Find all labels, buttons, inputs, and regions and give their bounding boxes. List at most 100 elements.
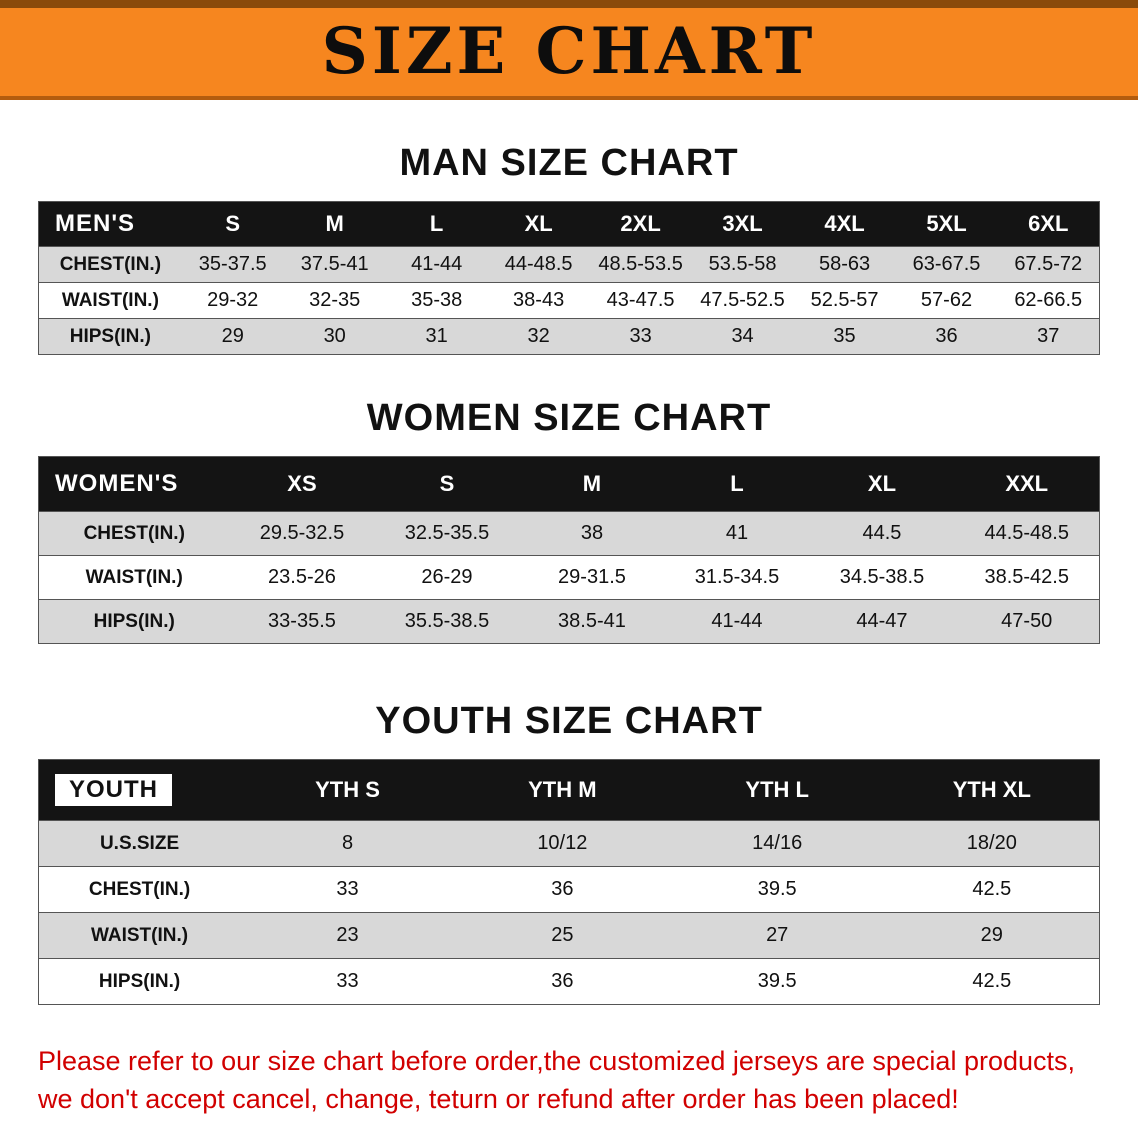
size-column-header: XL — [487, 201, 590, 247]
table-title-cell: WOMEN'S — [38, 456, 230, 512]
youth-size-table: YOUTH YTH S YTH M YTH L YTH XL U.S.SIZE 8 10/12… — [38, 759, 1100, 1005]
size-value-cell: 42.5 — [884, 866, 1100, 913]
size-value-cell: 67.5-72 — [997, 246, 1100, 283]
size-value-cell: 33-35.5 — [229, 599, 375, 644]
size-value-cell: 39.5 — [669, 958, 885, 1005]
measurement-row: CHEST(IN.) 29.5-32.5 32.5-35.5 38 41 44.5 44.5… — [38, 511, 1100, 556]
size-value-cell: 47.5-52.5 — [691, 282, 794, 319]
size-value-cell: 44.5-48.5 — [954, 511, 1100, 556]
youth-size-chart-heading: YOUTH SIZE CHART — [375, 700, 763, 742]
size-column-header: XS — [229, 456, 375, 512]
size-value-cell: 41 — [664, 511, 810, 556]
size-value-cell: 32 — [487, 318, 590, 355]
size-value-cell: 35.5-38.5 — [374, 599, 520, 644]
size-column-header: XXL — [954, 456, 1100, 512]
size-value-cell: 33 — [240, 866, 455, 913]
size-value-cell: 29-32 — [181, 282, 284, 319]
size-value-cell: 35-38 — [385, 282, 488, 319]
disclaimer-text: Please refer to our size chart before or… — [38, 1043, 1120, 1119]
size-column-header: YTH S — [240, 759, 455, 821]
size-column-header: 3XL — [691, 201, 794, 247]
size-value-cell: 33 — [240, 958, 455, 1005]
size-column-header: 6XL — [997, 201, 1100, 247]
size-value-cell: 34.5-38.5 — [809, 555, 955, 600]
size-value-cell: 53.5-58 — [691, 246, 794, 283]
size-value-cell: 38.5-41 — [519, 599, 665, 644]
size-column-header: 2XL — [589, 201, 692, 247]
disclaimer-line-2: we don't accept cancel, change, teturn o… — [38, 1083, 959, 1114]
size-column-header: M — [283, 201, 386, 247]
size-column-header: 5XL — [895, 201, 998, 247]
size-column-header: YTH M — [454, 759, 670, 821]
size-value-cell: 36 — [454, 958, 670, 1005]
size-column-header: XL — [809, 456, 955, 512]
measurement-row: WAIST(IN.) 23 25 27 29 — [38, 912, 1100, 959]
size-value-cell: 41-44 — [385, 246, 488, 283]
size-value-cell: 35 — [793, 318, 896, 355]
size-value-cell: 44-47 — [809, 599, 955, 644]
size-value-cell: 42.5 — [884, 958, 1100, 1005]
row-label: CHEST(IN.) — [38, 511, 230, 556]
size-value-cell: 52.5-57 — [793, 282, 896, 319]
row-label: CHEST(IN.) — [38, 866, 241, 913]
size-value-cell: 27 — [669, 912, 885, 959]
table-title-cell: YOUTH — [38, 759, 241, 821]
measurement-row: WAIST(IN.) 23.5-26 26-29 29-31.5 31.5-34.5 34… — [38, 555, 1100, 600]
row-label: WAIST(IN.) — [38, 555, 230, 600]
size-value-cell: 8 — [240, 820, 455, 867]
size-column-header: L — [664, 456, 810, 512]
size-column-header: S — [374, 456, 520, 512]
women-size-chart-heading: WOMEN SIZE CHART — [366, 397, 772, 439]
size-value-cell: 31 — [385, 318, 488, 355]
size-value-cell: 57-62 — [895, 282, 998, 319]
size-value-cell: 18/20 — [884, 820, 1100, 867]
measurement-row: CHEST(IN.) 35-37.5 37.5-41 41-44 44-48.5 48.5… — [38, 246, 1100, 283]
size-value-cell: 34 — [691, 318, 794, 355]
size-value-cell: 62-66.5 — [997, 282, 1100, 319]
size-value-cell: 29 — [884, 912, 1100, 959]
size-value-cell: 25 — [454, 912, 670, 959]
size-value-cell: 38 — [519, 511, 665, 556]
size-value-cell: 32.5-35.5 — [374, 511, 520, 556]
measurement-row: HIPS(IN.) 33-35.5 35.5-38.5 38.5-41 41-44 44-… — [38, 599, 1100, 644]
size-column-header: YTH L — [669, 759, 885, 821]
size-value-cell: 23.5-26 — [229, 555, 375, 600]
table-header-row: MEN'S S M L XL 2XL 3XL 4XL 5XL 6XL — [38, 201, 1100, 247]
size-value-cell: 26-29 — [374, 555, 520, 600]
banner-title: SIZE CHART — [321, 14, 817, 89]
size-value-cell: 43-47.5 — [589, 282, 692, 319]
size-value-cell: 29-31.5 — [519, 555, 665, 600]
row-label: WAIST(IN.) — [38, 282, 182, 319]
size-value-cell: 31.5-34.5 — [664, 555, 810, 600]
size-value-cell: 14/16 — [669, 820, 885, 867]
size-value-cell: 38-43 — [487, 282, 590, 319]
size-value-cell: 58-63 — [793, 246, 896, 283]
size-value-cell: 44-48.5 — [487, 246, 590, 283]
measurement-row: WAIST(IN.) 29-32 32-35 35-38 38-43 43-47.5 47.… — [38, 282, 1100, 319]
men-size-chart-heading: MAN SIZE CHART — [399, 142, 739, 184]
size-value-cell: 35-37.5 — [181, 246, 284, 283]
measurement-row: HIPS(IN.) 33 36 39.5 42.5 — [38, 958, 1100, 1005]
size-chart-banner: SIZE CHART — [0, 0, 1138, 100]
row-label: HIPS(IN.) — [38, 318, 182, 355]
size-column-header: S — [181, 201, 284, 247]
disclaimer-line-1: Please refer to our size chart before or… — [38, 1046, 1076, 1076]
size-value-cell: 63-67.5 — [895, 246, 998, 283]
table-header-row: YOUTH YTH S YTH M YTH L YTH XL — [38, 759, 1100, 821]
size-value-cell: 23 — [240, 912, 455, 959]
size-column-header: M — [519, 456, 665, 512]
row-label: HIPS(IN.) — [38, 599, 230, 644]
size-value-cell: 37.5-41 — [283, 246, 386, 283]
size-value-cell: 36 — [895, 318, 998, 355]
measurement-row: CHEST(IN.) 33 36 39.5 42.5 — [38, 866, 1100, 913]
size-value-cell: 39.5 — [669, 866, 885, 913]
women-size-table: WOMEN'S XS S M L XL XXL CHEST(IN.) 29.5-32.5 32.5… — [38, 456, 1100, 644]
size-value-cell: 29.5-32.5 — [229, 511, 375, 556]
size-value-cell: 37 — [997, 318, 1100, 355]
size-value-cell: 48.5-53.5 — [589, 246, 692, 283]
table-title-chip: YOUTH — [55, 774, 172, 806]
size-value-cell: 29 — [181, 318, 284, 355]
size-column-header: 4XL — [793, 201, 896, 247]
measurement-row: HIPS(IN.) 29 30 31 32 33 34 35 36 37 — [38, 318, 1100, 355]
size-value-cell: 33 — [589, 318, 692, 355]
